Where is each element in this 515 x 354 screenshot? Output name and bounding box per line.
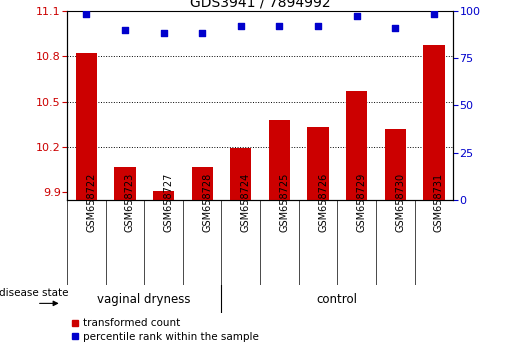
Text: GSM658731: GSM658731: [434, 173, 444, 232]
Text: GSM658724: GSM658724: [241, 173, 251, 232]
Point: [275, 23, 283, 29]
Bar: [153, 191, 174, 200]
Text: GSM658730: GSM658730: [396, 173, 405, 232]
Bar: [385, 129, 406, 200]
Text: GSM658723: GSM658723: [125, 173, 135, 232]
Point: [121, 27, 129, 32]
Text: GSM658725: GSM658725: [279, 173, 289, 232]
Text: GSM658727: GSM658727: [163, 173, 174, 232]
Point: [314, 23, 322, 29]
Point: [236, 23, 245, 29]
Title: GDS3941 / 7894992: GDS3941 / 7894992: [190, 0, 331, 10]
Text: control: control: [317, 293, 358, 306]
Text: disease state: disease state: [0, 289, 68, 298]
Bar: [423, 45, 444, 200]
Text: GSM658722: GSM658722: [87, 173, 96, 232]
Point: [391, 25, 400, 30]
Point: [352, 13, 360, 19]
Text: vaginal dryness: vaginal dryness: [97, 293, 191, 306]
Bar: [269, 120, 290, 200]
Bar: [346, 91, 367, 200]
Legend: transformed count, percentile rank within the sample: transformed count, percentile rank withi…: [72, 319, 259, 342]
Text: GSM658728: GSM658728: [202, 173, 212, 232]
Point: [430, 12, 438, 17]
Text: GSM658729: GSM658729: [356, 173, 367, 232]
Point: [198, 30, 206, 36]
Point: [82, 12, 91, 17]
Bar: [230, 148, 251, 200]
Bar: [307, 127, 329, 200]
Bar: [192, 167, 213, 200]
Bar: [114, 167, 135, 200]
Bar: [76, 53, 97, 200]
Point: [159, 30, 167, 36]
Text: GSM658726: GSM658726: [318, 173, 328, 232]
